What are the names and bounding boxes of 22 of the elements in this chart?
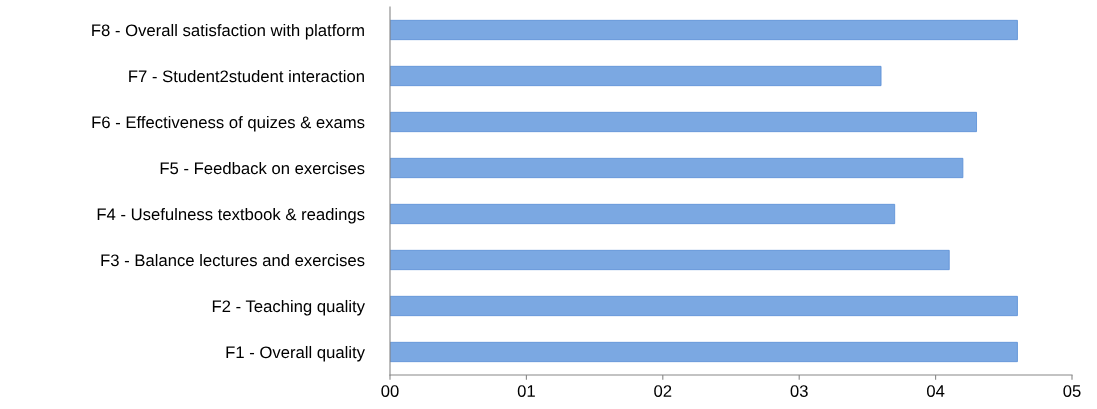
y-tick-label: F3 - Balance lectures and exercises: [101, 253, 365, 267]
y-tick-label: F7 - Student2student interaction: [129, 69, 364, 83]
x-tick-label: 05: [1063, 385, 1081, 397]
x-tick-label: 01: [517, 385, 535, 397]
bar: [390, 19, 1018, 41]
y-tick-label: F5 - Feedback on exercises: [160, 161, 365, 175]
bar: [390, 295, 1018, 317]
x-tick-label: 04: [926, 385, 945, 397]
bar: [390, 341, 1018, 363]
x-tick-label: 03: [790, 385, 808, 397]
bar: [390, 111, 977, 133]
bar: [390, 157, 964, 179]
bar: [390, 249, 950, 271]
y-tick-label: F4 - Usefulness textbook & readings: [97, 207, 365, 224]
bar: [390, 65, 882, 87]
x-tick-label: 00: [381, 385, 399, 397]
x-tick-label: 02: [654, 385, 672, 397]
y-tick-label: F6 - Effectiveness of quizes & exams: [92, 115, 365, 132]
y-tick-label: F2 - Teaching quality: [212, 299, 365, 316]
bar: [390, 203, 896, 225]
y-tick-label: F8 - Overall satisfaction with platform: [92, 23, 364, 40]
y-tick-label: F1 - Overall quality: [226, 345, 365, 362]
